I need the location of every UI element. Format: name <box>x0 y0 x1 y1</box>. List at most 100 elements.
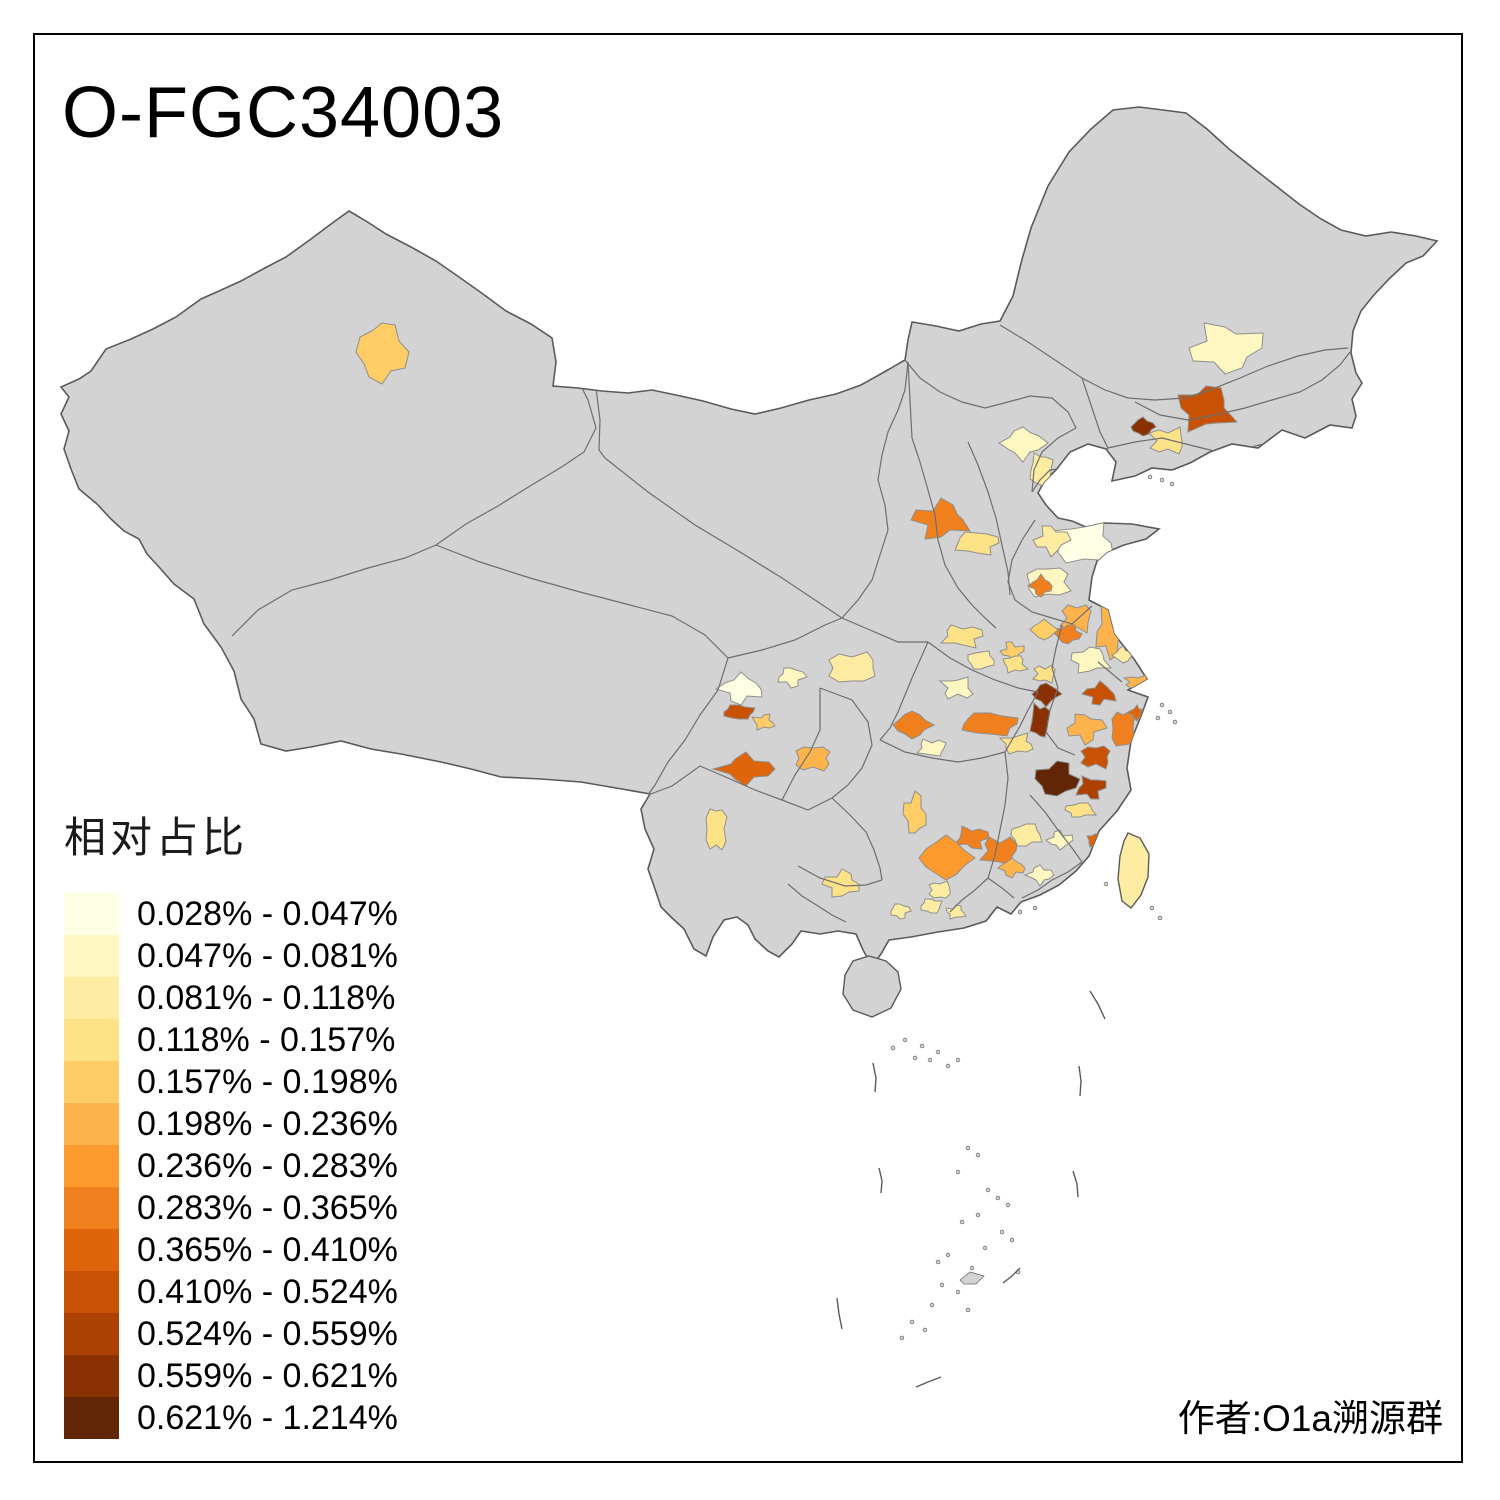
map-region <box>1010 823 1043 847</box>
province-boundary <box>831 797 883 881</box>
map-region <box>961 712 1019 737</box>
sea-boundary-dash <box>915 1376 942 1388</box>
sea-islet <box>955 1289 961 1295</box>
legend-swatch <box>64 1271 119 1313</box>
sea-islet <box>982 1245 988 1251</box>
sea-boundary-dash <box>836 1297 843 1330</box>
province-boundary <box>904 359 1077 429</box>
map-region <box>997 857 1026 879</box>
legend-label: 0.157% - 0.198% <box>137 1062 398 1101</box>
province-boundary <box>797 865 883 887</box>
sea-islet <box>1159 702 1165 708</box>
province-boundary <box>231 337 597 637</box>
province-boundary <box>999 324 1349 401</box>
map-region <box>1177 385 1239 433</box>
map-region <box>1111 645 1134 664</box>
map-region <box>1029 701 1051 738</box>
map-region <box>910 497 971 540</box>
legend: 相对占比 0.028% - 0.047% 0.047% - 0.081% 0.081… <box>64 804 398 1439</box>
legend-swatch <box>64 1061 119 1103</box>
legend-row: 0.028% - 0.047% <box>64 893 398 935</box>
map-region <box>892 710 936 740</box>
sea-islet <box>1155 715 1161 721</box>
legend-row: 0.524% - 0.559% <box>64 1313 398 1355</box>
legend-label: 0.283% - 0.365% <box>137 1188 398 1227</box>
legend-swatch <box>64 1187 119 1229</box>
map-region <box>1066 713 1108 746</box>
map-region <box>1125 704 1146 722</box>
map-region <box>938 676 974 700</box>
map-region <box>1031 682 1063 708</box>
legend-row: 0.559% - 0.621% <box>64 1355 398 1397</box>
sea-islet <box>899 1335 905 1341</box>
province-boundary <box>1097 661 1123 683</box>
legend-row: 0.365% - 0.410% <box>64 1229 398 1271</box>
legend-label: 0.365% - 0.410% <box>137 1230 398 1269</box>
sea-islet <box>999 1229 1005 1235</box>
map-region <box>751 713 776 731</box>
sea-islet <box>935 1259 941 1265</box>
sea-islet <box>969 1265 975 1271</box>
map-region <box>902 790 927 834</box>
province-boundary <box>911 437 997 629</box>
province-boundary <box>1031 427 1077 493</box>
province-boundary <box>927 641 1039 693</box>
plot-title: O-FGC34003 <box>62 73 505 153</box>
legend-label: 0.028% - 0.047% <box>137 894 398 933</box>
sea-islet <box>1032 905 1038 911</box>
sea-islet <box>909 1319 915 1325</box>
map-region <box>945 904 967 920</box>
map-region <box>1081 680 1117 706</box>
map-region <box>967 650 995 670</box>
legend-row: 0.621% - 1.214% <box>64 1397 398 1439</box>
province-boundary <box>879 739 1006 763</box>
legend-label: 0.198% - 0.236% <box>137 1104 398 1143</box>
map-region <box>1034 760 1081 797</box>
sea-islet <box>965 1145 971 1151</box>
sea-islet <box>975 1212 981 1218</box>
sea-islet <box>902 1037 908 1043</box>
sea-islet <box>1149 905 1155 911</box>
legend-title: 相对占比 <box>64 814 249 861</box>
province-boundary <box>435 544 729 659</box>
sea-boundary-dash <box>1002 1267 1021 1284</box>
legend-label: 0.081% - 0.118% <box>137 978 396 1017</box>
sea-islet <box>1172 719 1178 725</box>
legend-row: 0.283% - 0.365% <box>64 1187 398 1229</box>
legend-swatch <box>64 977 119 1019</box>
sea-islet <box>955 1169 961 1175</box>
legend-label: 0.236% - 0.283% <box>137 1146 398 1185</box>
sea-islet <box>922 1327 928 1333</box>
map-region <box>1130 416 1157 437</box>
map-region <box>1002 655 1030 674</box>
province-boundary <box>727 617 843 659</box>
sea-boundary-dash <box>1089 990 1106 1020</box>
legend-swatch <box>64 1229 119 1271</box>
province-boundary <box>841 617 928 643</box>
province-boundary <box>949 877 989 913</box>
legend-label: 0.621% - 1.214% <box>137 1398 398 1437</box>
sea-islet <box>927 1057 933 1063</box>
sea-islet <box>1169 481 1175 487</box>
legend-row: 0.198% - 0.236% <box>64 1103 398 1145</box>
sea-islet <box>1159 477 1165 483</box>
province-boundary <box>1029 794 1083 863</box>
sea-boundary-dash <box>878 1167 883 1194</box>
map-region <box>928 880 951 899</box>
map-region <box>821 868 860 898</box>
map-region <box>1080 745 1111 770</box>
sea-islet <box>939 1282 945 1288</box>
map-region <box>795 746 831 772</box>
map-region <box>723 704 756 720</box>
sea-islet <box>1167 709 1173 715</box>
province-boundary <box>604 457 843 619</box>
author-credit: 作者:O1a溯源群 <box>1177 1398 1443 1439</box>
legend-swatch <box>64 1019 119 1061</box>
map-region <box>1032 525 1072 558</box>
sea-islet <box>945 1063 951 1069</box>
map-region <box>1148 426 1183 455</box>
map-region <box>828 651 876 683</box>
province-boundary <box>967 441 1011 596</box>
province-boundary <box>647 657 729 796</box>
sea-islet <box>965 1307 971 1313</box>
